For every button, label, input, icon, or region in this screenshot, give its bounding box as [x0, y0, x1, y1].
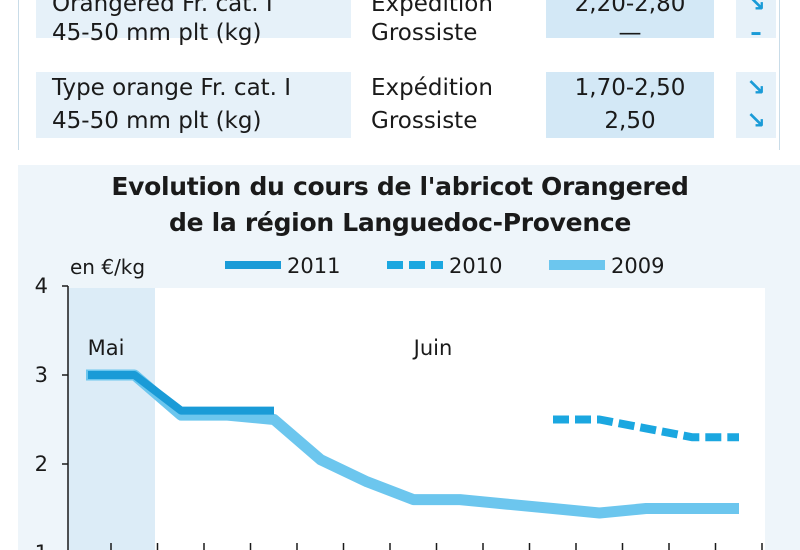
table-left-rule — [18, 0, 19, 150]
period-band-mai — [68, 288, 155, 550]
legend-label-2010: 2010 — [449, 254, 502, 278]
chart-title-line-2: de la région Languedoc-Provence — [169, 208, 631, 237]
variety-line-1: Orangered Fr. cat. I — [52, 0, 273, 17]
price-grossiste: — — [618, 20, 642, 46]
table-row-orangered: Orangered Fr. cat. I 45-50 mm plt (kg) E… — [36, 0, 776, 50]
price-expedition: 2,20-2,80 — [574, 0, 686, 17]
variety-line-2: 45-50 mm plt (kg) — [52, 108, 262, 134]
legend-label-2011: 2011 — [287, 254, 340, 278]
stage-cell: Expédition Grossiste — [351, 72, 581, 138]
y-tick-label: 4 — [35, 274, 48, 298]
period-label: Mai — [88, 336, 125, 360]
trend-flat-icon: – — [750, 20, 762, 46]
series-line-2009 — [86, 369, 739, 519]
series-line-2011 — [88, 371, 274, 415]
variety-cell: Orangered Fr. cat. I 45-50 mm plt (kg) — [36, 0, 351, 46]
stage-cell: Expédition Grossiste — [351, 0, 581, 46]
table-row-type-orange: Type orange Fr. cat. I 45-50 mm plt (kg)… — [36, 72, 776, 138]
trend-down-arrow-icon: ↘ — [746, 108, 766, 134]
y-tick-label: 2 — [35, 452, 48, 476]
variety-line-1: Type orange Fr. cat. I — [52, 75, 292, 101]
price-cell: 2,20-2,80 — — [546, 0, 714, 46]
chart-title-line-1: Evolution du cours de l'abricot Orangere… — [111, 172, 689, 201]
period-label: Juin — [412, 336, 453, 360]
stage-expedition: Expédition — [371, 0, 493, 17]
legend-label-2009: 2009 — [611, 254, 664, 278]
y-tick-label: 3 — [35, 363, 48, 387]
stage-expedition: Expédition — [371, 75, 493, 101]
variety-line-2: 45-50 mm plt (kg) — [52, 20, 262, 46]
y-axis-label: en €/kg — [70, 255, 145, 279]
trend-down-arrow-icon: ↘ — [746, 0, 766, 17]
price-expedition: 1,70-2,50 — [574, 75, 686, 101]
stage-grossiste: Grossiste — [371, 20, 478, 46]
trend-cell: ↘ – — [736, 0, 776, 46]
price-table: Orangered Fr. cat. I 45-50 mm plt (kg) E… — [0, 0, 800, 150]
stage-grossiste: Grossiste — [371, 108, 478, 134]
series-line-2010 — [553, 415, 739, 442]
price-cell: 1,70-2,50 2,50 — [546, 72, 714, 138]
table-right-rule — [779, 0, 780, 150]
trend-down-arrow-icon: ↘ — [746, 75, 766, 101]
price-grossiste: 2,50 — [604, 108, 656, 134]
trend-cell: ↘ ↘ — [736, 72, 776, 138]
variety-cell: Type orange Fr. cat. I 45-50 mm plt (kg) — [36, 72, 351, 138]
y-tick-label: 1 — [35, 541, 48, 550]
